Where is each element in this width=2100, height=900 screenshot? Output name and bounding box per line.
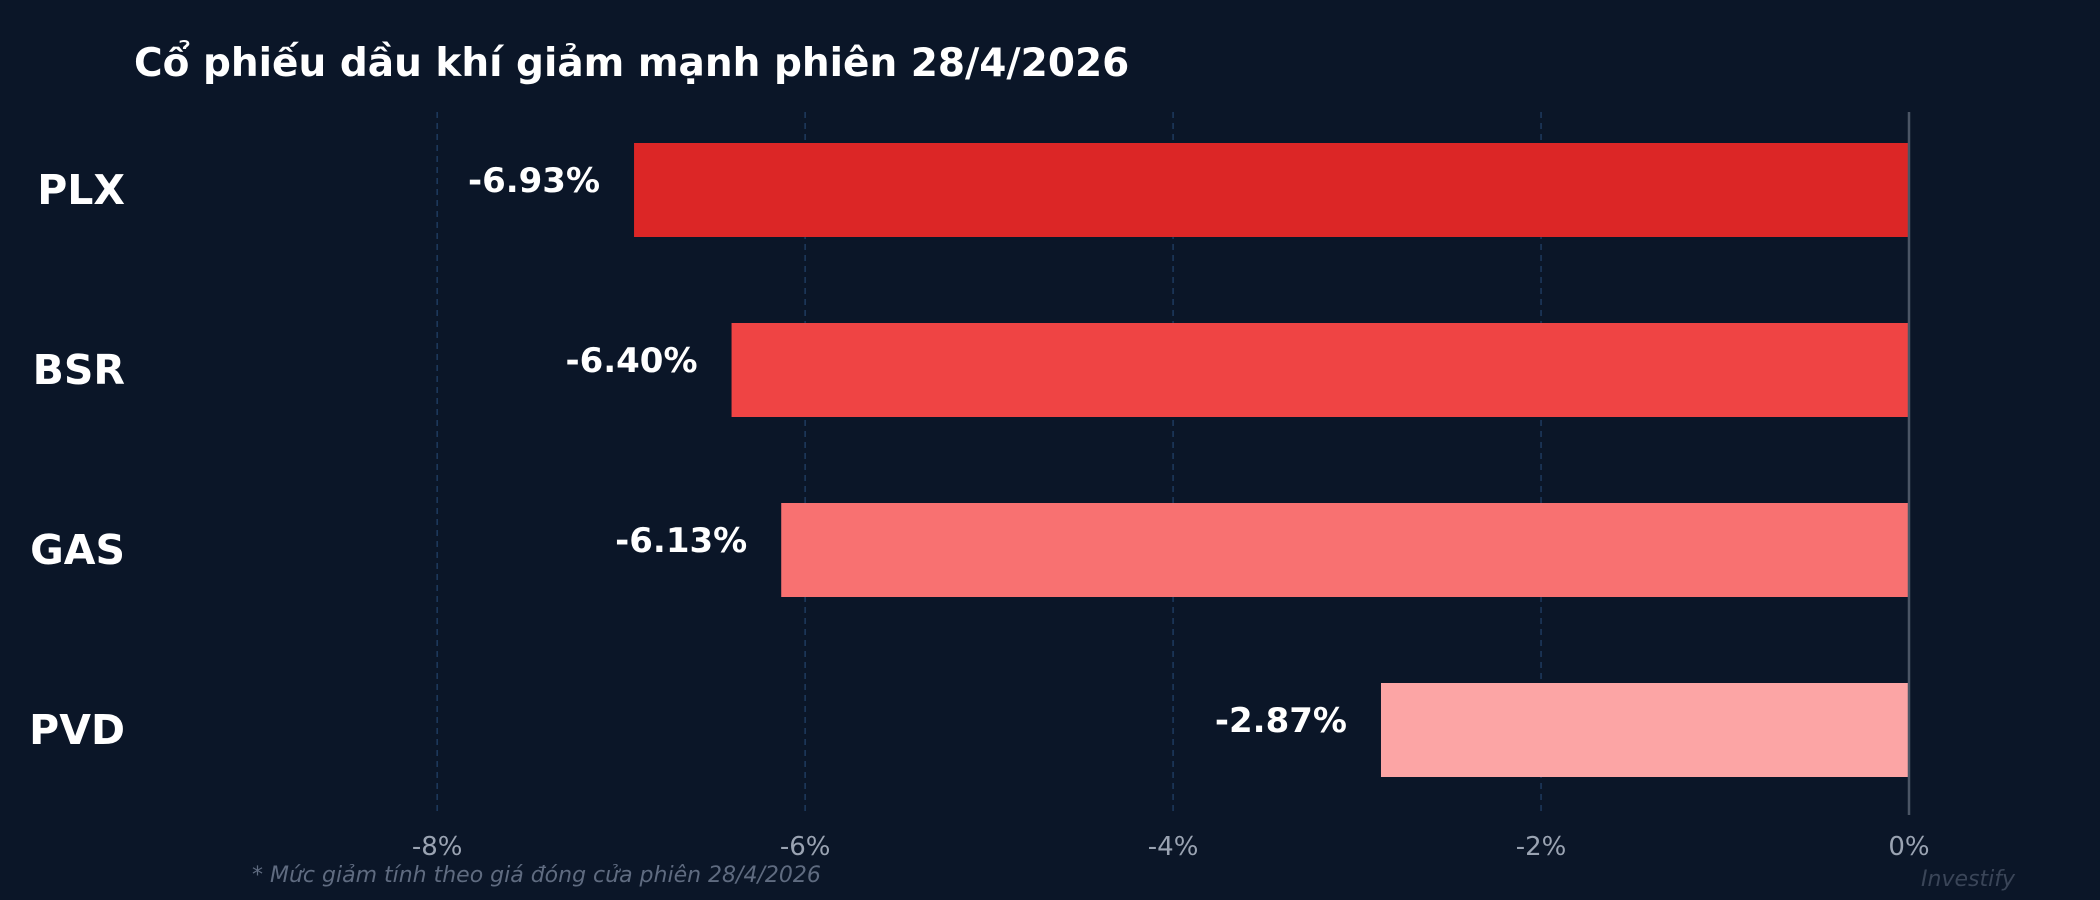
- chart-title: Cổ phiếu dầu khí giảm mạnh phiên 28/4/20…: [134, 40, 1129, 86]
- bar-bsr: [731, 323, 1910, 417]
- watermark: Investify: [1921, 867, 2016, 892]
- x-tick-label: -4%: [1148, 832, 1199, 862]
- category-labels: PLX BSR GAS PVD: [29, 166, 125, 754]
- data-label: -2.87%: [1215, 701, 1347, 741]
- bar-pvd: [1380, 683, 1909, 777]
- bar-plx: [634, 143, 1909, 237]
- x-tick-label: -2%: [1516, 832, 1567, 862]
- x-tick-labels: -8% -6% -4% -2% 0%: [412, 832, 1930, 862]
- x-tick-label: -6%: [780, 832, 831, 862]
- category-label: PVD: [29, 706, 125, 754]
- x-tick-label: -8%: [412, 832, 463, 862]
- category-label: PLX: [37, 166, 125, 214]
- x-tick-label: 0%: [1888, 832, 1929, 862]
- data-labels: -6.93% -6.40% -6.13% -2.87%: [468, 161, 1347, 741]
- data-label: -6.93%: [468, 161, 600, 201]
- category-label: BSR: [33, 346, 125, 394]
- data-label: -6.13%: [615, 521, 747, 561]
- bars: [634, 143, 1910, 777]
- category-label: GAS: [30, 526, 125, 574]
- bar-gas: [781, 503, 1910, 597]
- footnote: * Mức giảm tính theo giá đóng cửa phiên …: [252, 863, 821, 888]
- data-label: -6.40%: [565, 341, 697, 381]
